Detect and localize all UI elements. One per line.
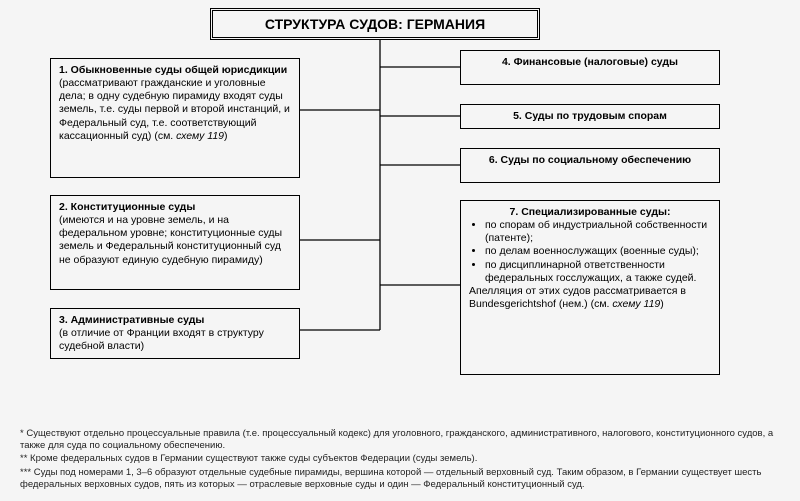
node-7-heading: 7. Специализированные суды:	[469, 206, 711, 219]
node-social-security-courts: 6. Суды по социальному обеспечению	[460, 148, 720, 183]
node-financial-courts: 4. Финансовые (налоговые) суды	[460, 50, 720, 85]
node-1-tail: )	[224, 130, 228, 142]
node-3-body: (в отличие от Франции входят в структуру…	[59, 327, 264, 352]
node-labor-courts: 5. Суды по трудовым спорам	[460, 104, 720, 129]
node-2-heading: 2. Конституционные суды	[59, 201, 291, 214]
node-7-tail-post: )	[660, 298, 664, 310]
node-2-body: (имеются и на уровне земель, и на федера…	[59, 214, 282, 265]
node-1-body: (рассматривают гражданские и уголовные д…	[59, 77, 290, 142]
node-7-bullets: по спорам об индустриальной собственност…	[469, 219, 711, 285]
node-5-heading: 5. Суды по трудовым спорам	[469, 110, 711, 123]
node-7-bullet: по спорам об индустриальной собственност…	[485, 219, 711, 245]
node-7-tail: Апелляция от этих судов рассматривается …	[469, 285, 711, 311]
node-7-bullet: по делам военнослужащих (военные суды);	[485, 245, 711, 258]
node-6-heading: 6. Суды по социальному обеспечению	[469, 154, 711, 167]
node-specialized-courts: 7. Специализированные суды: по спорам об…	[460, 200, 720, 375]
node-constitutional-courts: 2. Конституционные суды (имеются и на ур…	[50, 195, 300, 290]
node-4-heading: 4. Финансовые (налоговые) суды	[469, 56, 711, 69]
diagram-title: СТРУКТУРА СУДОВ: ГЕРМАНИЯ	[210, 8, 540, 40]
node-7-bullet: по дисциплинарной ответственности федера…	[485, 259, 711, 285]
node-ordinary-courts: 1. Обыкновенные суды общей юрисдикции (р…	[50, 58, 300, 178]
node-1-ref: схему 119	[176, 130, 224, 142]
node-3-heading: 3. Административные суды	[59, 314, 291, 327]
node-7-tail-ref: схему 119	[612, 298, 660, 310]
node-1-heading: 1. Обыкновенные суды общей юрисдикции	[59, 64, 291, 77]
node-administrative-courts: 3. Административные суды (в отличие от Ф…	[50, 308, 300, 359]
